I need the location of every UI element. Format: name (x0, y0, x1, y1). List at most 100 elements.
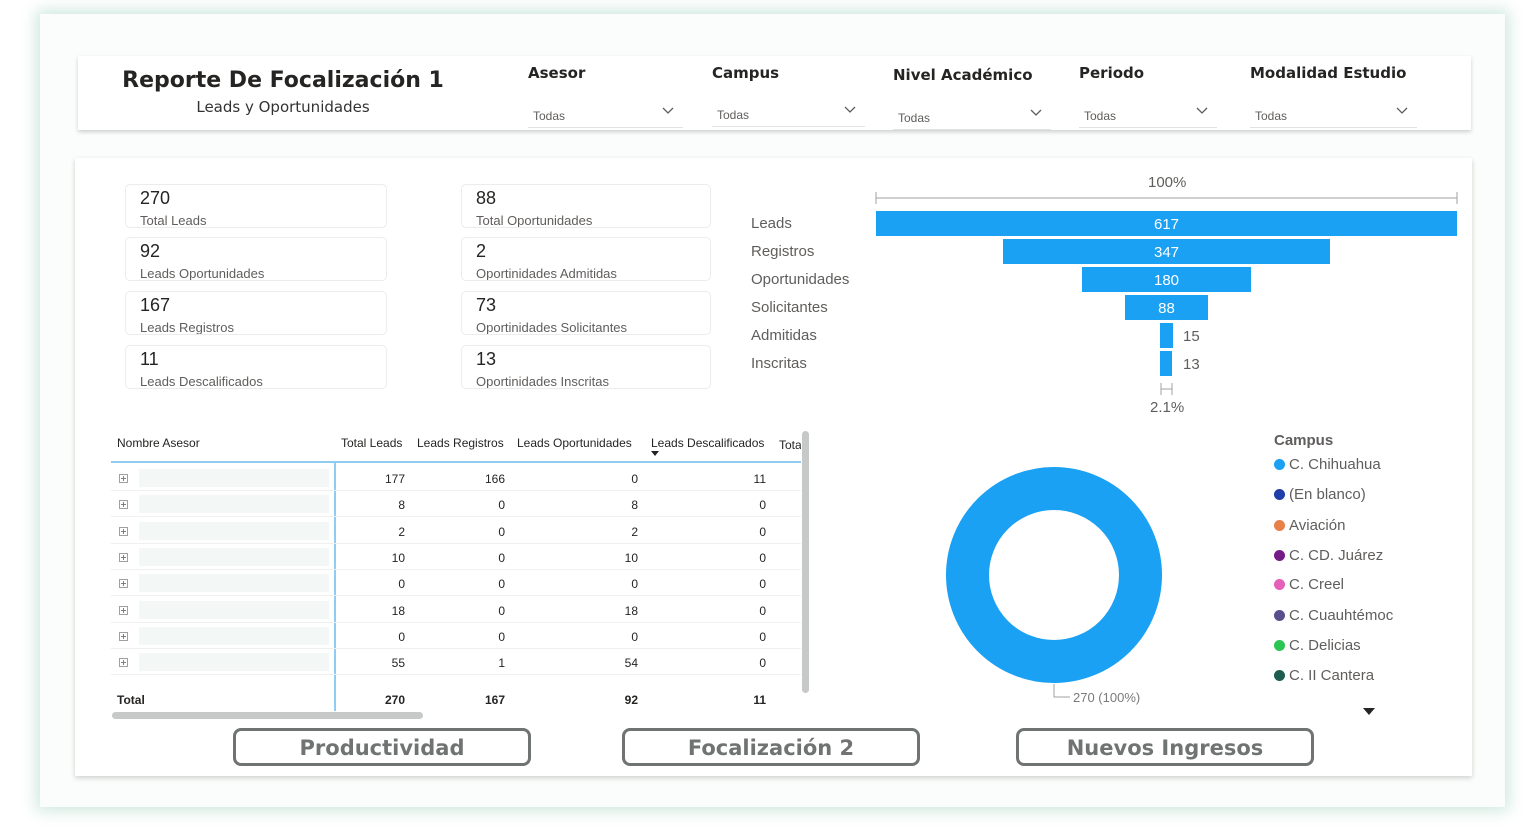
table-vertical-scrollbar[interactable] (802, 431, 809, 693)
legend-color-dot-icon (1274, 579, 1285, 590)
table-cell: 0 (759, 524, 766, 539)
focalizacion-2-button[interactable]: Focalización 2 (622, 728, 920, 766)
table-cell: 2 (398, 524, 405, 539)
funnel-bottom-bracket (1160, 383, 1173, 395)
legend-item[interactable]: C. Delicias (1274, 637, 1361, 654)
table-horizontal-scrollbar[interactable] (112, 712, 423, 719)
asesor-name-cell (139, 521, 329, 540)
main-panel: 270 Total Leads 92 Leads Oportunidades 1… (75, 158, 1472, 776)
col-header-nombre-asesor[interactable]: Nombre Asesor (117, 436, 200, 450)
table-row[interactable]: 18 0 18 0 (111, 597, 801, 623)
table-cell: 11 (753, 472, 766, 486)
table-cell: 0 (498, 550, 505, 565)
filter-periodo-label: Periodo (1079, 64, 1145, 82)
donut-leader-line (1053, 684, 1070, 698)
filter-modalidad-dropdown[interactable]: Todas (1250, 102, 1417, 128)
chevron-down-icon (1030, 109, 1042, 116)
kpi-card-total-leads[interactable]: 270 Total Leads (125, 184, 387, 228)
kpi-label: Leads Oportunidades (140, 266, 265, 281)
col-header-total-leads[interactable]: Total Leads (341, 436, 403, 450)
kpi-card-leads-oportunidades[interactable]: 92 Leads Oportunidades (125, 237, 387, 281)
funnel-bar-leads[interactable] (876, 211, 1457, 236)
kpi-card-oportunidades-admitidas[interactable]: 2 Oportinidades Admitidas (461, 237, 711, 281)
filter-nivel-value: Todas (898, 111, 931, 125)
legend-item[interactable]: C. II Cantera (1274, 667, 1374, 684)
expand-plus-icon[interactable] (119, 605, 128, 615)
campus-donut-chart[interactable] (943, 464, 1165, 686)
kpi-value: 73 (476, 295, 497, 315)
legend-item-label: C. Cuauhtémoc (1289, 607, 1394, 624)
funnel-bar-admitidas[interactable] (1160, 323, 1173, 348)
filter-asesor-dropdown[interactable]: Todas (528, 102, 683, 128)
funnel-bar-oportunidades[interactable] (1082, 267, 1251, 292)
kpi-card-leads-descalificados[interactable]: 11 Leads Descalificados (125, 345, 387, 389)
table-cell: 0 (498, 498, 505, 513)
expand-plus-icon[interactable] (119, 658, 128, 668)
donut-data-label: 270 (100%) (1073, 690, 1141, 705)
col-header-leads-registros[interactable]: Leads Registros (417, 436, 504, 450)
total-registros-sum: 167 (484, 693, 505, 707)
legend-item[interactable]: Aviación (1274, 517, 1345, 534)
legend-item[interactable]: C. CD. Juárez (1274, 547, 1383, 564)
kpi-value: 11 (140, 349, 159, 369)
table-cell: 0 (631, 577, 638, 592)
chevron-down-icon (1196, 107, 1208, 114)
legend-item[interactable]: C. Cuauhtémoc (1274, 607, 1393, 624)
funnel-bar-registros[interactable] (1003, 239, 1330, 264)
col-header-leads-descalificados[interactable]: Leads Descalificados (651, 436, 765, 450)
kpi-card-total-oportunidades[interactable]: 88 Total Oportunidades (461, 184, 711, 228)
kpi-value: 13 (476, 349, 497, 369)
table-cell: 0 (759, 629, 766, 644)
expand-plus-icon[interactable] (119, 631, 128, 641)
legend-item[interactable]: C. Creel (1274, 576, 1344, 593)
col-header-total-truncated[interactable]: Tota (779, 436, 801, 454)
table-row[interactable]: 0 0 0 0 (111, 570, 801, 597)
table-row[interactable]: 177 166 0 11 (111, 465, 801, 491)
funnel-bar-solicitantes[interactable] (1125, 295, 1208, 320)
chevron-down-icon (662, 107, 674, 114)
funnel-top-percent: 100% (1148, 174, 1187, 191)
funnel-value-registros: 347 (1153, 244, 1180, 261)
filter-nivel: Nivel Académico Todas (893, 66, 1051, 130)
kpi-label: Oportinidades Solicitantes (476, 320, 628, 335)
legend-more-down-icon[interactable] (1363, 708, 1375, 716)
expand-plus-icon[interactable] (119, 526, 128, 536)
legend-color-dot-icon (1274, 459, 1285, 470)
kpi-label: Total Oportunidades (476, 213, 593, 228)
chevron-down-icon (844, 106, 856, 113)
funnel-label-solicitantes: Solicitantes (751, 299, 828, 316)
filter-modalidad-label: Modalidad Estudio (1250, 64, 1407, 82)
filter-nivel-dropdown[interactable]: Todas (893, 104, 1051, 130)
table-cell: 0 (759, 603, 766, 618)
table-cell: 8 (631, 498, 638, 513)
kpi-card-leads-registros[interactable]: 167 Leads Registros (125, 291, 387, 335)
funnel-value-admitidas: 15 (1183, 328, 1200, 345)
filter-campus-dropdown[interactable]: Todas (712, 101, 865, 127)
expand-plus-icon[interactable] (119, 500, 128, 510)
table-row[interactable]: 10 0 10 0 (111, 544, 801, 570)
table-row[interactable]: 0 0 0 0 (111, 623, 801, 649)
legend-item[interactable]: (En blanco) (1274, 486, 1366, 503)
legend-item-label: C. Delicias (1289, 637, 1361, 654)
funnel-bar-inscritas[interactable] (1160, 351, 1172, 376)
expand-plus-icon[interactable] (119, 579, 128, 589)
filter-periodo-dropdown[interactable]: Todas (1079, 102, 1217, 128)
funnel-value-solicitantes: 88 (1158, 300, 1175, 317)
expand-plus-icon[interactable] (119, 474, 128, 483)
filter-nivel-label: Nivel Académico (893, 66, 1033, 84)
expand-plus-icon[interactable] (119, 552, 128, 562)
productividad-button[interactable]: Productividad (233, 728, 531, 766)
table-body: 177 166 0 11 8 0 8 0 2 0 2 0 10 0 10 0 0 0 0 0 18 0 18 0 0 0 0 0 55 1… (75, 465, 815, 685)
legend-item[interactable]: C. Chihuahua (1274, 456, 1381, 473)
kpi-card-oportunidades-solicitantes[interactable]: 73 Oportinidades Solicitantes (461, 291, 711, 335)
table-cell: 166 (484, 472, 505, 486)
col-header-leads-oportunidades[interactable]: Leads Oportunidades (517, 436, 632, 450)
table-row[interactable]: 55 1 54 0 (111, 649, 801, 676)
asesor-name-cell (139, 626, 329, 645)
table-row[interactable]: 8 0 8 0 (111, 491, 801, 518)
table-cell: 0 (398, 629, 405, 644)
asesor-name-cell (139, 653, 329, 672)
kpi-card-oportunidades-inscritas[interactable]: 13 Oportinidades Inscritas (461, 345, 711, 389)
nuevos-ingresos-button[interactable]: Nuevos Ingresos (1016, 728, 1314, 766)
